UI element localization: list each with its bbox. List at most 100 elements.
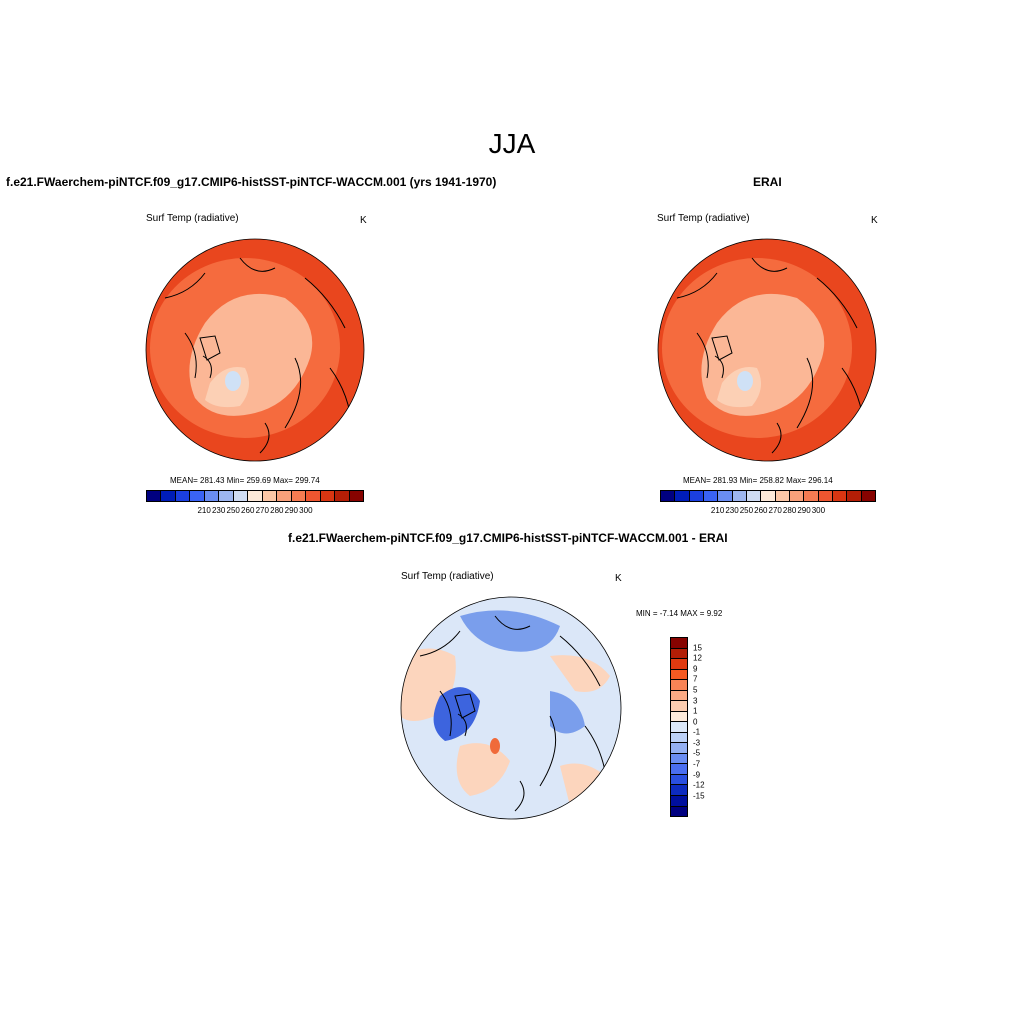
panel-2-colorbar-tick-label: 210	[710, 506, 725, 515]
panel-1-colorbar-tick-label: 290	[284, 506, 299, 515]
panel-2-colorbar-swatch	[689, 491, 704, 501]
panel-3-colorbar-swatch	[671, 806, 687, 817]
panel-1-colorbar-swatch	[147, 491, 162, 501]
panel-2-colorbar-swatch	[832, 491, 848, 501]
panel-2-colorbar-tick-label: 300	[811, 506, 826, 515]
main-title: JJA	[488, 128, 536, 159]
panel-2-colorbar-tick-label: 290	[797, 506, 811, 515]
panel-3-colorbar-tick-label: 1	[693, 706, 698, 716]
panel-3-colorbar-tick-label: -3	[693, 738, 701, 748]
panel-3-colorbar-ticks: 15 12 9 7 5 3 1 0 -1 -3 -5 -7 -9 -12 -15	[693, 637, 723, 817]
panel-3-hot-spot	[490, 738, 500, 754]
panel-3-colorbar-tick-label: 0	[693, 717, 698, 727]
panel-2-colorbar-tick-label: 280	[782, 506, 797, 515]
panel-1-colorbar-swatch	[335, 491, 350, 501]
panel-3-units-label: K	[615, 573, 622, 584]
panel-3-stats: MIN = -7.14 MAX = 9.92	[636, 609, 723, 618]
panel-3-colorbar-swatch	[671, 690, 687, 702]
panel-1-colorbar-swatch	[262, 491, 278, 501]
panel-3-colorbar-swatch	[671, 669, 687, 681]
panel-2-colorbar-swatch	[732, 491, 747, 501]
panel-3-colorbar-swatch	[671, 785, 687, 796]
panel-2-colorbar-swatch	[775, 491, 790, 501]
panel-1-title: f.e21.FWaerchem-piNTCF.f09_g17.CMIP6-his…	[6, 175, 497, 189]
panel-1-variable-label: Surf Temp (radiative)	[146, 213, 239, 224]
panel-2-colorbar-swatch	[789, 491, 805, 501]
panel-3-colorbar-swatch	[671, 722, 687, 733]
panel-1-cold-spot	[225, 371, 241, 391]
panel-1-colorbar-swatch	[320, 491, 336, 501]
panel-1-colorbar-swatch	[277, 491, 292, 501]
panel-3-warm-anomaly-south	[456, 743, 510, 796]
panel-1-colorbar-swatch	[248, 491, 263, 501]
panel-1-stats: MEAN= 281.43 Min= 259.69 Max= 299.74	[170, 476, 320, 485]
panel-2-colorbar-swatch	[861, 491, 875, 501]
panel-3-colorbar-swatch	[671, 753, 687, 765]
panel-3-colorbar-swatch	[671, 743, 687, 754]
panel-2-colorbar-swatch	[804, 491, 819, 501]
panel-1-colorbar-tick-label: 210	[197, 506, 211, 515]
panel-3-colorbar-swatch	[671, 659, 687, 670]
panel-3-colorbar-tick-label: -12	[693, 780, 705, 790]
panel-1-colorbar-tick-label: 230	[211, 506, 226, 515]
panel-1-colorbar-swatch	[161, 491, 176, 501]
panel-3-colorbar-tick-label: -5	[693, 748, 701, 758]
panel-2-coastlines	[676, 257, 863, 454]
panel-3-colorbar-tick-label: 12	[693, 653, 702, 663]
panel-3-colorbar-swatch	[671, 638, 687, 649]
panel-2-colorbar-swatch	[818, 491, 833, 501]
panel-3-colorbar-tick-label: -7	[693, 759, 701, 769]
panel-2-colorbar-swatch	[761, 491, 776, 501]
panel-3-colorbar-swatch	[671, 711, 687, 723]
panel-1-colorbar-tick-label: 280	[270, 506, 284, 515]
panel-2-colorbar-ticks: 210 230 250 260 270 280 290 300	[660, 506, 876, 518]
panel-3-polar-map	[400, 596, 622, 820]
panel-3-colorbar	[670, 637, 688, 817]
panel-1-colorbar-swatch	[204, 491, 220, 501]
panel-3-cool-anomaly-center	[433, 687, 480, 741]
panel-3-colorbar-swatch	[671, 774, 687, 786]
panel-1-coastlines	[164, 257, 351, 454]
panel-3-colorbar-tick-label: 15	[693, 643, 702, 653]
panel-2-colorbar-tick-label: 250	[739, 506, 754, 515]
panel-3-colorbar-tick-label: -1	[693, 727, 701, 737]
panel-3-colorbar-tick-label: 3	[693, 696, 698, 706]
panel-1-colorbar-swatch	[306, 491, 321, 501]
panel-3-coastlines	[419, 615, 606, 812]
panel-2-units-label: K	[871, 215, 878, 226]
panel-3-colorbar-tick-label: -9	[693, 770, 701, 780]
panel-2-cold-spot	[737, 371, 753, 391]
panel-1-units-label: K	[360, 215, 367, 226]
panel-3-colorbar-swatch	[671, 764, 687, 775]
panel-1-colorbar-swatch	[349, 491, 364, 501]
panel-3-colorbar-swatch	[671, 795, 687, 807]
panel-3-colorbar-swatch	[671, 701, 687, 712]
panel-2-colorbar-swatch	[746, 491, 762, 501]
panel-2-colorbar-swatch	[718, 491, 733, 501]
panel-3-variable-label: Surf Temp (radiative)	[401, 571, 494, 582]
panel-2-colorbar-swatch	[847, 491, 862, 501]
panel-1-colorbar-swatch	[233, 491, 249, 501]
panel-2-stats: MEAN= 281.93 Min= 258.82 Max= 296.14	[683, 476, 833, 485]
panel-2-colorbar-swatch	[661, 491, 676, 501]
panel-2-polar-map	[657, 238, 877, 462]
panel-1-colorbar-tick-label: 300	[299, 506, 313, 515]
panel-1-colorbar-swatch	[175, 491, 191, 501]
panel-1-colorbar-tick-label: 270	[255, 506, 269, 515]
panel-1-colorbar-swatch	[190, 491, 205, 501]
panel-3-colorbar-swatch	[671, 680, 687, 691]
panel-3-cool-anomaly-north	[460, 610, 560, 652]
panel-3-cool-anomaly-east	[550, 691, 585, 734]
panel-2-colorbar-tick-label: 230	[725, 506, 739, 515]
panel-3-colorbar-tick-label: 7	[693, 674, 698, 684]
panel-2-colorbar	[660, 490, 876, 502]
panel-3-colorbar-tick-label: -15	[693, 791, 705, 801]
panel-2-colorbar-swatch	[703, 491, 719, 501]
panel-1-colorbar-swatch	[291, 491, 307, 501]
panel-2-colorbar-swatch	[675, 491, 690, 501]
panel-2-title: ERAI	[753, 175, 782, 189]
panel-1-colorbar-ticks: 210 230 250 260 270 280 290 300	[146, 506, 364, 518]
panel-1-colorbar	[146, 490, 364, 502]
panel-1-polar-map	[145, 238, 365, 462]
panel-3-title: f.e21.FWaerchem-piNTCF.f09_g17.CMIP6-his…	[288, 531, 728, 545]
